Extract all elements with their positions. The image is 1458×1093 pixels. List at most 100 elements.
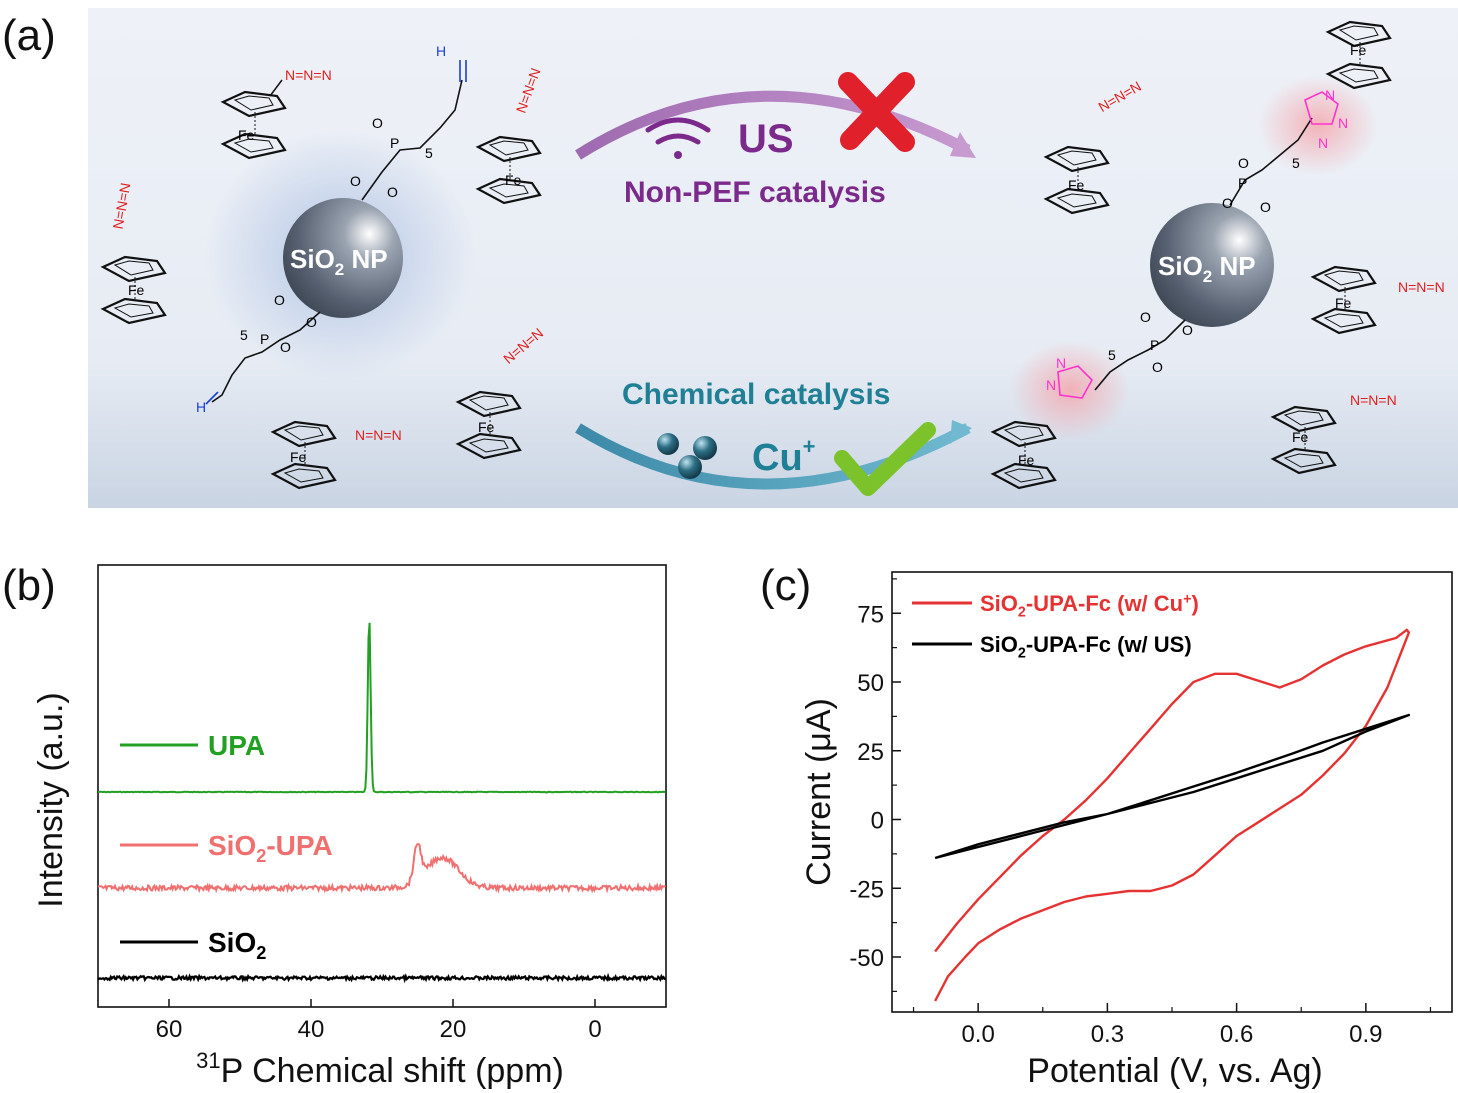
cv-y-tick-label: 0	[871, 808, 884, 835]
p-atom-2: P	[260, 331, 269, 347]
cv-y-axis-title: Current (μA)	[800, 698, 838, 886]
svg-text:N=N=N: N=N=N	[285, 67, 332, 83]
us-arrow	[575, 90, 971, 160]
svg-text:5: 5	[1292, 155, 1300, 171]
o-atom-3: O	[372, 115, 383, 131]
ferrocene-azide-2: Fe N=N=N	[101, 182, 167, 325]
ferrocene-azide-4: Fe N=N=N	[271, 420, 402, 490]
o-atom-6: O	[280, 339, 291, 355]
svg-text:O: O	[1238, 155, 1249, 171]
chemical-caption: Chemical catalysis	[622, 378, 891, 411]
panel-label-b: (b)	[2, 561, 56, 610]
us-label: US	[738, 117, 794, 161]
p-atom-1: P	[390, 135, 399, 151]
o-atom-5: O	[306, 314, 317, 330]
svg-text:N=N=N: N=N=N	[1398, 279, 1445, 295]
svg-text:N=N=N: N=N=N	[355, 427, 402, 443]
svg-text:Fe: Fe	[1068, 177, 1085, 193]
nmr-series-line-0	[98, 622, 666, 794]
svg-text:Fe: Fe	[128, 282, 145, 298]
cv-x-tick-label: 0.9	[1349, 1021, 1382, 1048]
triazole-ring-top	[1304, 91, 1339, 125]
ferrocene-azide-8: Fe N=N=N	[1271, 392, 1397, 475]
cv-legend-label-1: SiO2-UPA-Fc (w/ US)	[980, 632, 1192, 662]
o-atom-1: O	[350, 173, 361, 189]
svg-text:Fe: Fe	[1335, 295, 1352, 311]
nmr-plot-frame	[97, 564, 667, 1008]
svg-text:Fe: Fe	[478, 419, 495, 435]
ferrocene-triazole-1: Fe	[1326, 20, 1392, 90]
cv-y-tick-label: 75	[857, 601, 884, 628]
nmr-legend: UPA SiO2-UPA SiO2	[120, 730, 333, 963]
np-label-right: SiO2 NP	[1158, 251, 1256, 286]
cv-series-line-1	[934, 713, 1411, 860]
np-label-left: SiO2 NP	[290, 244, 388, 279]
nmr-x-tick-label: 60	[156, 1016, 183, 1043]
nmr-series-line-1	[97, 843, 667, 894]
cv-y-tick-label: 50	[857, 670, 884, 697]
triazole-halo-bottom	[1010, 340, 1130, 440]
cv-series-line-0	[934, 628, 1411, 1002]
svg-text:N: N	[1046, 377, 1056, 393]
svg-text:O: O	[1222, 195, 1233, 211]
svg-text:P: P	[1150, 337, 1159, 353]
cv-legend: SiO2-UPA-Fc (w/ Cu+) SiO2-UPA-Fc (w/ US)	[912, 591, 1199, 662]
svg-text:P: P	[1238, 175, 1247, 191]
svg-text:N: N	[1338, 115, 1348, 131]
svg-text:O: O	[1182, 322, 1193, 338]
panel-label-a: (a)	[2, 11, 56, 60]
chain-5-bottom: 5	[240, 327, 248, 343]
cv-x-tick-label: 0.6	[1220, 1021, 1253, 1048]
o-atom-2: O	[387, 184, 398, 200]
copper-ball-icon	[657, 433, 717, 479]
cv-y-tick-label: 25	[857, 739, 884, 766]
phosphonate-linker-left-top	[361, 60, 467, 201]
phosphonate-linker-left-bottom	[205, 311, 321, 405]
nmr-x-tick-label: 0	[588, 1016, 601, 1043]
svg-text:5: 5	[1108, 347, 1116, 363]
np-sphere-right	[1150, 203, 1274, 327]
svg-text:N: N	[1318, 135, 1328, 151]
nmr-legend-label-1: SiO2-UPA	[208, 830, 333, 866]
cv-legend-label-0: SiO2-UPA-Fc (w/ Cu+)	[980, 591, 1199, 621]
o-atom-4: O	[274, 292, 285, 308]
cv-y-tick-label: -50	[849, 945, 884, 972]
cu-label: Cu+	[752, 434, 816, 479]
nmr-x-tick-label: 40	[298, 1016, 325, 1043]
triazole-halo-top	[1258, 75, 1378, 175]
svg-text:N=N=N: N=N=N	[1350, 392, 1397, 408]
cv-x-tick-label: 0.0	[961, 1021, 994, 1048]
ferrocene-azide-7: Fe N=N=N	[1311, 265, 1445, 335]
nmr-x-ticks: 60 40 20 0	[156, 999, 602, 1043]
nmr-x-axis-title: 31P Chemical shift (ppm)	[196, 1048, 564, 1090]
alkyne-h-top: H	[436, 43, 446, 59]
alkyne-h-bottom: H	[196, 399, 206, 415]
cv-x-tick-label: 0.3	[1091, 1021, 1124, 1048]
non-pef-caption: Non-PEF catalysis	[624, 176, 886, 209]
nmr-legend-label-2: SiO2	[208, 927, 266, 963]
svg-text:Fe: Fe	[1350, 42, 1367, 58]
nmr-y-axis-title: Intensity (a.u.)	[32, 692, 70, 907]
svg-text:N: N	[1056, 355, 1066, 371]
svg-text:Fe: Fe	[1018, 452, 1035, 468]
svg-text:N=N=N: N=N=N	[110, 182, 134, 231]
cross-icon	[838, 72, 915, 152]
nmr-series	[97, 622, 667, 984]
cv-chart: (c) 0.0 0.3 0.6 0.9 -50 -25 0 25 50 75 SiO2-UPA-F…	[760, 561, 1453, 1090]
ferrocene-azide-1: Fe N=N=N	[221, 67, 332, 160]
svg-text:O: O	[1140, 309, 1151, 325]
nmr-legend-label-0: UPA	[208, 730, 265, 761]
panel-label-c: (c)	[760, 561, 811, 610]
svg-text:Fe: Fe	[1292, 429, 1309, 445]
svg-text:O: O	[1260, 199, 1271, 215]
us-arrowhead	[950, 132, 976, 158]
nmr-series-line-2	[97, 972, 666, 984]
check-icon	[834, 422, 936, 496]
nmr-x-tick-label: 20	[440, 1016, 467, 1043]
chem-arrowhead	[950, 420, 972, 444]
svg-text:O: O	[1152, 359, 1163, 375]
wifi-icon	[645, 117, 711, 159]
linker-right-top	[1229, 117, 1313, 206]
cv-series	[934, 628, 1411, 1002]
